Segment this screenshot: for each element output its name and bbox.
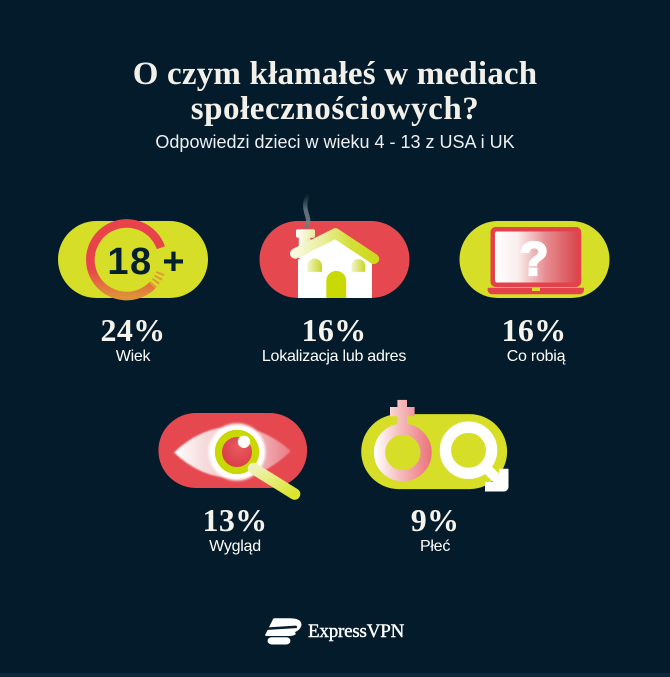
svg-text:18: 18 — [107, 241, 152, 283]
svg-text:+: + — [162, 241, 184, 283]
svg-text:?: ? — [520, 232, 549, 285]
